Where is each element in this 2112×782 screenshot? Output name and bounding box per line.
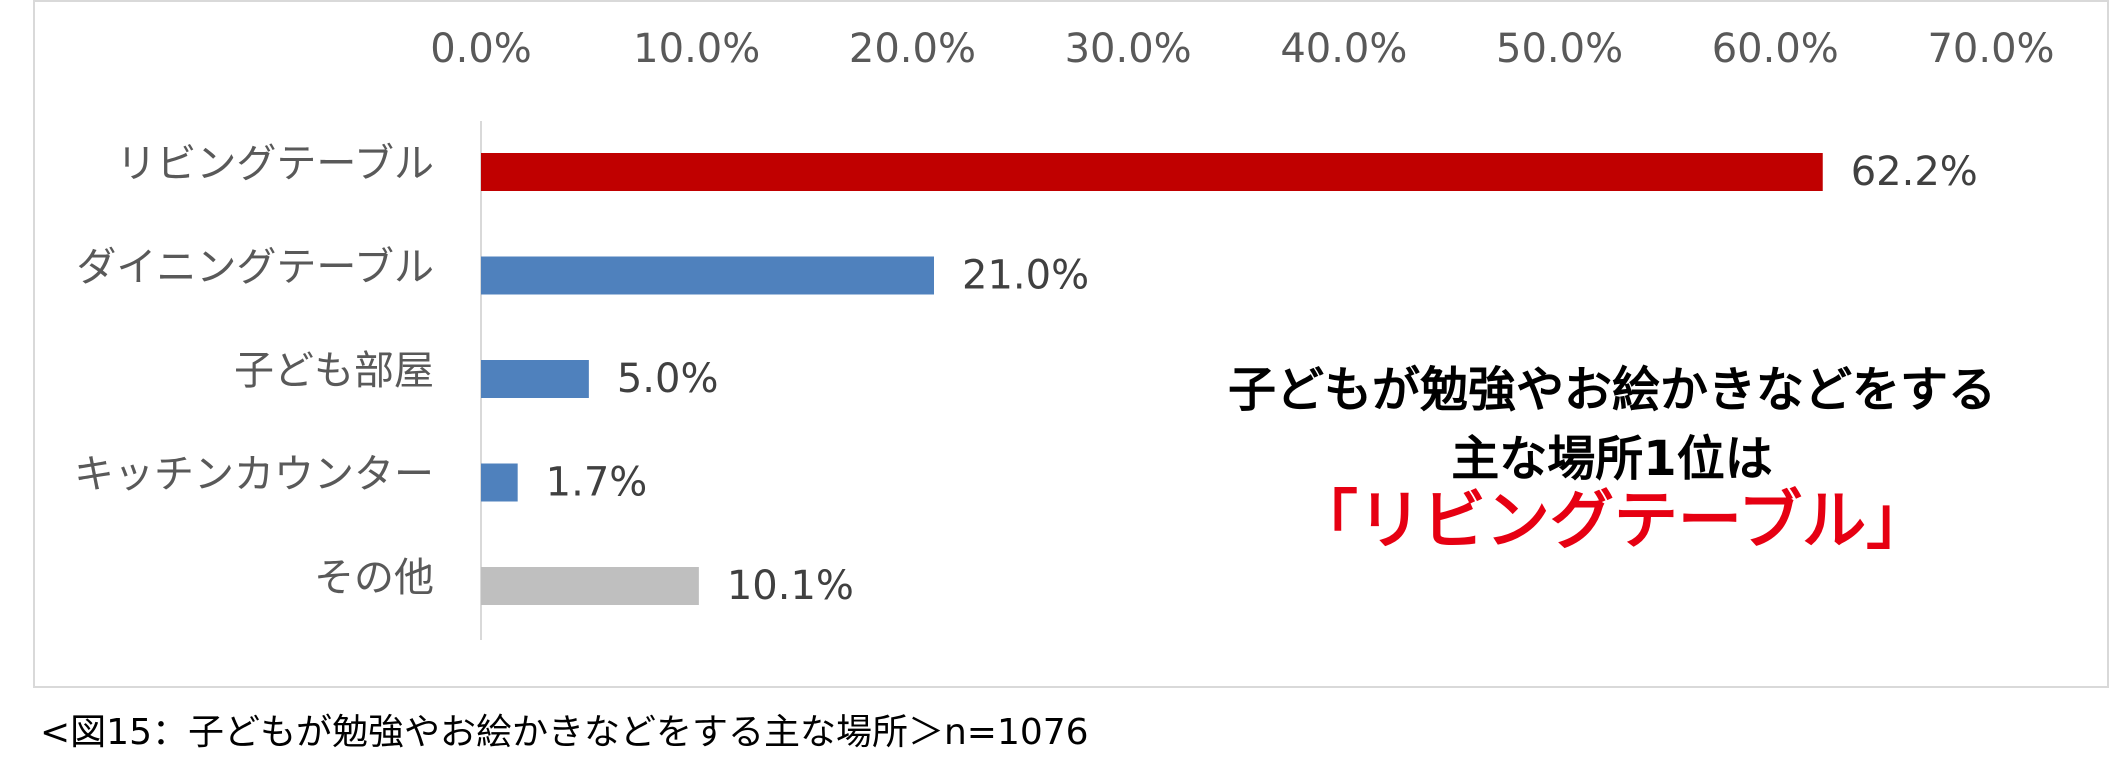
x-tick-label: 30.0%	[1065, 26, 1192, 72]
x-tick-label: 0.0%	[430, 26, 532, 72]
value-label: 10.1%	[727, 563, 854, 609]
annotation: 子どもが勉強やお絵かきなどをする	[1228, 362, 1996, 418]
value-label: 5.0%	[617, 356, 719, 402]
x-tick-label: 70.0%	[1927, 26, 2054, 72]
value-label: 1.7%	[546, 460, 648, 506]
y-tick-label: キッチンカウンター	[74, 452, 434, 498]
bar	[481, 360, 589, 398]
bar	[481, 567, 699, 605]
caption: <図15：子どもが勉強やお絵かきなどをする主な場所＞n=1076	[40, 712, 1089, 753]
annotation: 主な場所1位は	[1451, 431, 1772, 487]
bar	[481, 256, 934, 295]
chart-frame	[33, 0, 2109, 688]
y-tick-label: ダイニングテーブル	[76, 245, 434, 291]
annotation-highlight: 「リビングテーブル」	[1294, 485, 1930, 559]
y-tick-label: 子ども部屋	[234, 348, 434, 394]
value-label: 21.0%	[962, 253, 1089, 299]
y-tick-label: リビングテーブル	[116, 141, 434, 187]
x-tick-label: 40.0%	[1280, 26, 1407, 72]
bar	[481, 463, 518, 502]
value-label: 62.2%	[1851, 149, 1978, 195]
x-tick-label: 20.0%	[849, 26, 976, 72]
bar	[481, 153, 1823, 191]
y-tick-label: その他	[314, 555, 434, 601]
x-tick-label: 10.0%	[633, 26, 760, 72]
x-tick-label: 50.0%	[1496, 26, 1623, 72]
x-tick-label: 60.0%	[1712, 26, 1839, 72]
